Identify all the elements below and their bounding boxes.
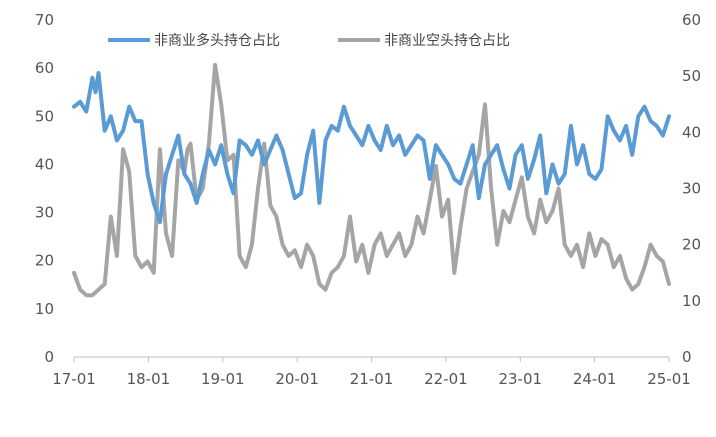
x-axis: 17-01 18-01 19-01 20-01 21-01 22-01 23-01 24-01… bbox=[52, 356, 691, 388]
legend-label-long: 非商业多头持仓占比 bbox=[154, 32, 280, 49]
right-y-tick-label: 60 bbox=[682, 11, 701, 29]
left-y-tick-label: 30 bbox=[35, 204, 54, 222]
x-tick-label: 21-01 bbox=[350, 370, 394, 388]
right-y-tick-label: 30 bbox=[682, 180, 701, 198]
x-tick-label: 24-01 bbox=[573, 370, 617, 388]
series-line-short bbox=[72, 62, 671, 298]
left-y-tick-label: 10 bbox=[35, 300, 54, 318]
left-y-tick-label: 40 bbox=[35, 155, 54, 173]
plot-area bbox=[72, 62, 671, 298]
left-y-tick-label: 0 bbox=[44, 348, 54, 366]
x-tick-label: 20-01 bbox=[275, 370, 319, 388]
right-y-axis: 0 10 20 30 40 50 60 bbox=[682, 11, 701, 366]
x-tick-label: 25-01 bbox=[647, 370, 691, 388]
x-tick-label: 18-01 bbox=[127, 370, 171, 388]
series-line-long bbox=[72, 71, 671, 225]
right-y-tick-label: 10 bbox=[682, 292, 701, 310]
right-y-tick-label: 0 bbox=[682, 348, 692, 366]
legend-label-short: 非商业空头持仓占比 bbox=[384, 33, 510, 49]
right-y-tick-label: 40 bbox=[682, 123, 701, 141]
left-y-axis: 0 10 20 30 40 50 60 70 bbox=[35, 11, 54, 366]
left-y-tick-label: 70 bbox=[35, 11, 54, 29]
left-y-tick-label: 50 bbox=[35, 107, 54, 125]
right-y-tick-label: 50 bbox=[682, 67, 701, 85]
x-tick-label: 23-01 bbox=[498, 370, 542, 388]
x-tick-label: 22-01 bbox=[424, 370, 468, 388]
x-tick-label: 17-01 bbox=[52, 370, 96, 388]
left-y-tick-label: 60 bbox=[35, 59, 54, 77]
right-y-tick-label: 20 bbox=[682, 236, 701, 254]
left-y-tick-label: 20 bbox=[35, 252, 54, 270]
x-tick-label: 19-01 bbox=[201, 370, 245, 388]
legend: 非商业多头持仓占比 非商业空头持仓占比 bbox=[108, 32, 510, 49]
